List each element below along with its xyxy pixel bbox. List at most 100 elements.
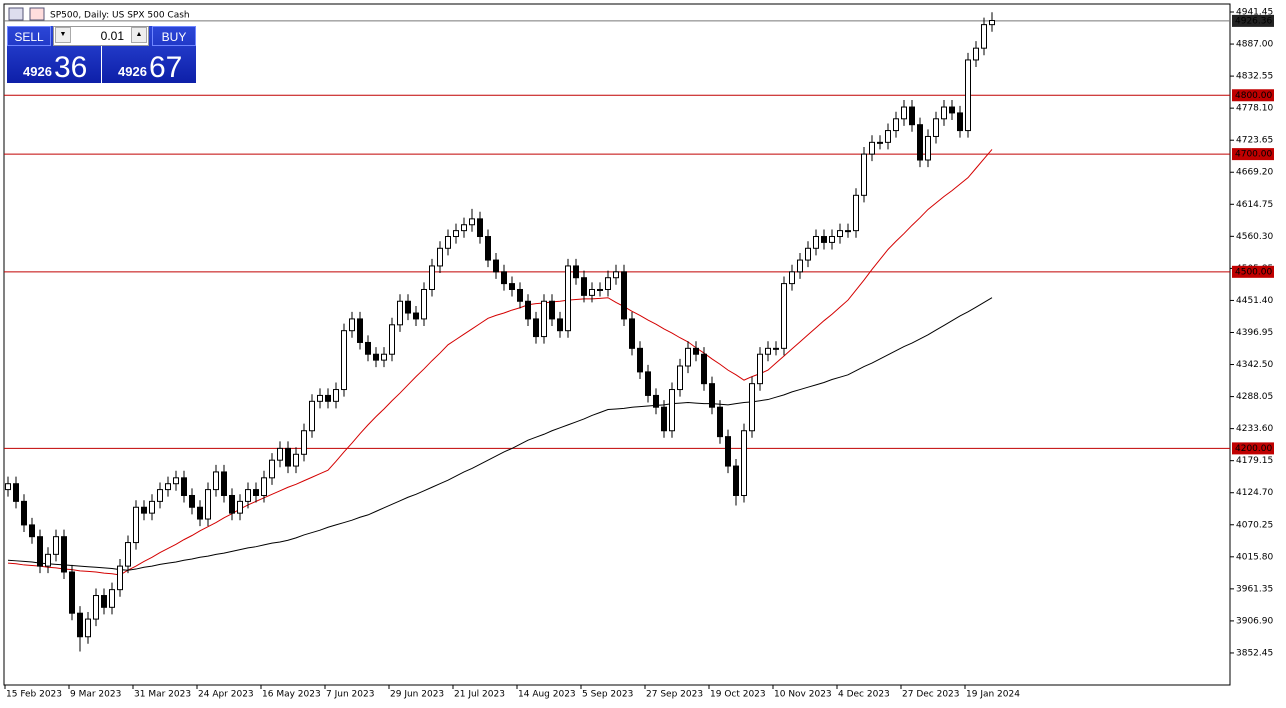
y-tick-label: 3906.90	[1236, 616, 1273, 626]
candle-body	[541, 300, 547, 338]
level-label: 4500.00	[1235, 267, 1272, 277]
candle-body	[269, 459, 275, 479]
lot-up[interactable]: ▲	[131, 27, 147, 43]
x-tick-label: 10 Nov 2023	[774, 690, 832, 700]
candle-body	[517, 288, 523, 302]
candle-body	[933, 118, 939, 137]
candle-body	[573, 265, 579, 279]
candle-body	[893, 118, 899, 132]
x-tick-label: 31 Mar 2023	[134, 690, 191, 700]
candle-body	[613, 271, 619, 279]
candle-body	[157, 489, 163, 502]
sell-button[interactable]: SELL	[7, 26, 51, 46]
x-tick-label: 21 Jul 2023	[454, 690, 505, 700]
candle-body	[109, 589, 115, 608]
candle-body	[877, 141, 883, 144]
candle-body	[117, 565, 123, 591]
candle-body	[813, 236, 819, 249]
candle-body	[677, 365, 683, 391]
current-price-label: 4926.36	[1235, 16, 1272, 26]
lot-input[interactable]: 0.01	[53, 26, 149, 46]
level-tag	[1232, 148, 1274, 161]
candle-body	[85, 618, 91, 638]
candle-body	[733, 465, 739, 496]
candle-body	[685, 347, 691, 367]
y-tick-label: 4832.55	[1236, 72, 1273, 82]
moving-average	[7, 149, 993, 576]
x-tick-label: 16 May 2023	[262, 690, 321, 700]
level-label: 4700.00	[1235, 150, 1272, 160]
candle-body	[717, 406, 723, 438]
candle-body	[309, 400, 315, 432]
candle-body	[509, 283, 515, 290]
candle-body	[485, 236, 491, 261]
moving-average	[7, 297, 993, 571]
candle-body	[581, 277, 587, 296]
candle-body	[789, 271, 795, 285]
candle-body	[605, 277, 611, 290]
candle-body	[925, 135, 931, 161]
candle-body	[565, 265, 571, 332]
y-tick-label: 4015.80	[1236, 552, 1273, 562]
sell-price-small: 4926	[23, 64, 52, 79]
x-tick-label: 27 Sep 2023	[646, 690, 703, 700]
candle-body	[29, 524, 35, 538]
candle-body	[973, 47, 979, 61]
y-tick-label: 4179.15	[1236, 456, 1273, 466]
x-tick-label: 9 Mar 2023	[70, 690, 121, 700]
candle-body	[725, 436, 731, 467]
level-label: 4800.00	[1235, 91, 1272, 101]
candle-body	[853, 194, 859, 232]
candle-body	[965, 59, 971, 132]
candle-body	[821, 236, 827, 243]
candle-body	[413, 312, 419, 320]
candle-body	[597, 288, 603, 291]
chart-icon[interactable]	[29, 7, 45, 21]
chart-title: SP500, Daily: US SPX 500 Cash	[50, 11, 190, 21]
candle-body	[229, 494, 235, 514]
candle-body	[53, 536, 59, 555]
candle-body	[765, 347, 771, 355]
candle-body	[629, 318, 635, 349]
candle-body	[493, 259, 499, 273]
level-tag	[1232, 265, 1274, 278]
candle-body	[221, 471, 227, 496]
candle-body	[757, 353, 763, 385]
candle-body	[13, 483, 19, 502]
candle-body	[741, 430, 747, 496]
menu-icon[interactable]	[8, 7, 24, 21]
candle-body	[389, 324, 395, 355]
candle-body	[701, 353, 707, 385]
candle-body	[557, 318, 563, 332]
level-label: 4200.00	[1235, 444, 1272, 454]
candle-body	[381, 353, 387, 361]
candle-body	[653, 394, 659, 408]
candle-body	[141, 506, 147, 514]
candle-body	[101, 595, 107, 608]
x-tick-label: 24 Apr 2023	[198, 690, 254, 700]
plot-frame	[3, 3, 1231, 686]
candle-body	[533, 318, 539, 338]
candle-body	[645, 371, 651, 396]
candle-body	[781, 283, 787, 349]
candle-body	[149, 500, 155, 514]
candle-body	[45, 553, 51, 567]
lot-down[interactable]: ▼	[55, 27, 71, 43]
candle-body	[477, 218, 483, 238]
y-tick-label: 4451.40	[1236, 296, 1273, 306]
candle-body	[165, 483, 171, 491]
y-tick-label: 4233.60	[1236, 424, 1273, 434]
candle-body	[669, 389, 675, 432]
candle-body	[125, 542, 131, 567]
buy-button[interactable]: BUY	[152, 26, 196, 46]
candle-body	[749, 383, 755, 432]
x-tick-label: 4 Dec 2023	[838, 690, 890, 700]
candle-body	[621, 271, 627, 320]
buy-price-small: 4926	[118, 64, 147, 79]
y-tick-label: 3852.45	[1236, 648, 1273, 658]
candle-body	[805, 247, 811, 261]
candle-body	[325, 394, 331, 402]
candle-body	[957, 112, 963, 132]
trade-panel: SELL 4926 36 BUY 4926 67 0.01 ▼ ▲	[7, 26, 196, 84]
